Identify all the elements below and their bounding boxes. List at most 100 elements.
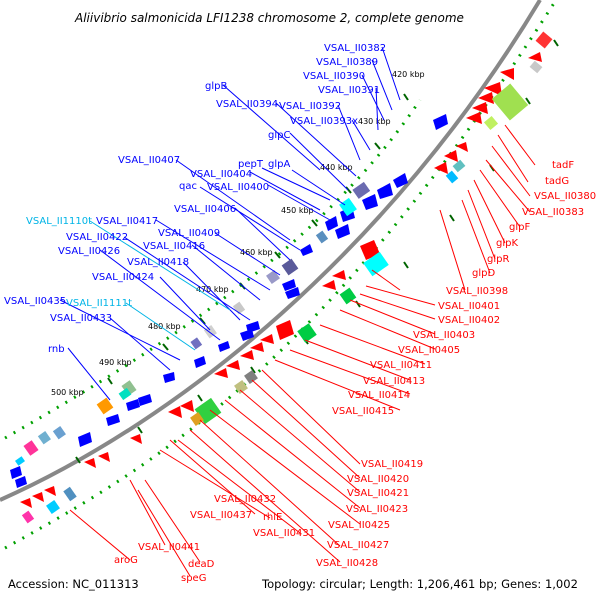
gene-label[interactable]: VSAL_II0409 xyxy=(158,228,220,239)
rna-leader-lines xyxy=(89,220,231,351)
gene-label[interactable]: VSAL_II0406 xyxy=(174,204,236,215)
forward-labels: VSAL_II0382 VSAL_II0389 VSAL_II0390 VSAL… xyxy=(4,43,386,355)
tick-label: 420 kbp xyxy=(392,70,425,79)
gene-label[interactable]: VSAL_II0414 xyxy=(348,390,410,401)
gene-feature xyxy=(478,92,494,104)
gene-feature xyxy=(377,183,393,199)
gene-label[interactable]: VSAL_II0402 xyxy=(438,315,500,326)
gene-label[interactable]: glpB xyxy=(205,81,227,92)
gene-feature xyxy=(78,432,92,447)
accession-text: Accession: NC_011313 xyxy=(8,577,139,591)
gene-label[interactable]: VSAL_II0407 xyxy=(118,155,180,166)
gene-label[interactable]: tadG xyxy=(545,176,569,187)
gene-label[interactable]: VSAL_II0389 xyxy=(316,57,378,68)
gene-label[interactable]: VSAL_II0391 xyxy=(318,85,380,96)
gene-feature xyxy=(466,112,482,124)
gene-label[interactable]: glpC xyxy=(268,130,290,141)
gene-label[interactable]: VSAL_II1110t xyxy=(26,216,92,227)
gene-feature xyxy=(98,452,110,462)
gene-feature xyxy=(335,224,350,239)
gene-label[interactable]: VSAL_II0394 xyxy=(216,99,278,110)
gene-label[interactable]: speG xyxy=(181,573,206,584)
forward-leader-lines xyxy=(59,46,401,401)
map-title: Aliivibrio salmonicida LFI1238 chromosom… xyxy=(74,11,464,25)
gene-label[interactable]: deaD xyxy=(188,559,215,570)
tick-label: 490 kbp xyxy=(99,358,132,367)
gene-label[interactable]: VSAL_II0441 xyxy=(138,542,200,553)
gene-label[interactable]: glpR xyxy=(487,254,509,265)
gene-label[interactable]: VSAL_II0403 xyxy=(413,330,475,341)
gene-label[interactable]: VSAL_II0431 xyxy=(253,528,315,539)
gene-label[interactable]: tadF xyxy=(552,160,574,171)
reverse-leader-lines xyxy=(69,124,536,577)
gene-label[interactable]: VSAL_II0382 xyxy=(324,43,386,54)
gene-label[interactable]: aroG xyxy=(114,555,138,566)
gene-label[interactable]: rnb xyxy=(48,344,65,355)
gene-label[interactable]: VSAL_II0426 xyxy=(58,246,120,257)
tick-label: 480 kbp xyxy=(148,322,181,331)
gene-feature xyxy=(138,394,152,406)
gene-label[interactable]: VSAL_II0383 xyxy=(522,207,584,218)
gene-label[interactable]: VSAL_II1111t xyxy=(66,298,132,309)
gene-label[interactable]: VSAL_II0420 xyxy=(347,474,409,485)
gene-label[interactable]: VSAL_II0405 xyxy=(398,345,460,356)
gene-label[interactable]: VSAL_II0416 xyxy=(143,241,205,252)
gene-feature xyxy=(44,486,56,496)
gene-label[interactable]: VSAL_II0380 xyxy=(534,191,596,202)
gene-feature xyxy=(126,399,140,411)
tick-label: 450 kbp xyxy=(281,206,314,215)
gene-label[interactable]: VSAL_II0400 xyxy=(207,182,269,193)
gene-feature xyxy=(325,216,338,231)
gene-feature xyxy=(276,320,294,340)
gene-feature xyxy=(472,102,488,114)
gene-label[interactable]: qac xyxy=(179,181,197,192)
gene-feature xyxy=(484,82,502,96)
gene-label[interactable]: VSAL_II0404 xyxy=(190,169,252,180)
gene-label[interactable]: glpA xyxy=(268,159,290,170)
gene-label[interactable]: VSAL_II0421 xyxy=(347,488,409,499)
gene-label[interactable]: VSAL_II0427 xyxy=(327,540,389,551)
gene-feature xyxy=(84,458,96,468)
gene-feature xyxy=(240,350,254,360)
gene-feature xyxy=(194,356,206,368)
gene-feature xyxy=(250,342,264,352)
gene-label[interactable]: VSAL_II0393x xyxy=(290,116,358,127)
gene-feature xyxy=(285,287,300,299)
gene-feature xyxy=(260,334,274,344)
gene-label[interactable]: VSAL_II0424 xyxy=(92,272,154,283)
gene-label[interactable]: VSAL_II0432 xyxy=(214,494,276,505)
tick-label: 470 kbp xyxy=(196,285,229,294)
gene-feature xyxy=(32,492,44,502)
gene-label[interactable]: VSAL_II0419 xyxy=(361,459,423,470)
gene-feature xyxy=(322,280,336,290)
gene-label[interactable]: glpF xyxy=(509,222,530,233)
gene-feature xyxy=(214,368,228,378)
gene-feature xyxy=(434,162,448,174)
gene-feature xyxy=(444,150,458,162)
gene-label[interactable]: VSAL_II0422 xyxy=(66,232,128,243)
gene-feature xyxy=(456,142,468,152)
gene-label[interactable]: glpD xyxy=(472,268,495,279)
gene-feature xyxy=(218,341,230,352)
gene-label[interactable]: glpK xyxy=(496,238,518,249)
topology-text: Topology: circular; Length: 1,206,461 bp… xyxy=(261,577,578,591)
gene-label[interactable]: VSAL_II0413 xyxy=(363,376,425,387)
reverse-inner-blocks xyxy=(21,31,553,524)
gene-label[interactable]: VSAL_II0417 xyxy=(96,216,158,227)
gene-label[interactable]: VSAL_II0390 xyxy=(303,71,365,82)
gene-label[interactable]: pepT xyxy=(238,159,264,170)
gene-label[interactable]: rhlE xyxy=(263,512,282,523)
gene-label[interactable]: VSAL_II0435 xyxy=(4,296,66,307)
gene-label[interactable]: VSAL_II0418 xyxy=(127,257,189,268)
gene-label[interactable]: VSAL_II0423 xyxy=(346,504,408,515)
gene-label[interactable]: VSAL_II0398 xyxy=(446,286,508,297)
gene-label[interactable]: VSAL_II0425 xyxy=(328,520,390,531)
gene-label[interactable]: VSAL_II0411 xyxy=(370,360,432,371)
gene-label[interactable]: VSAL_II0437 xyxy=(190,510,252,521)
gene-label[interactable]: VSAL_II0428 xyxy=(316,558,378,569)
gene-label[interactable]: VSAL_II0401 xyxy=(438,301,500,312)
gene-label[interactable]: VSAL_II0433 xyxy=(50,313,112,324)
gene-label[interactable]: VSAL_II0415 xyxy=(332,406,394,417)
gene-label[interactable]: VSAL_II0392 xyxy=(279,101,341,112)
